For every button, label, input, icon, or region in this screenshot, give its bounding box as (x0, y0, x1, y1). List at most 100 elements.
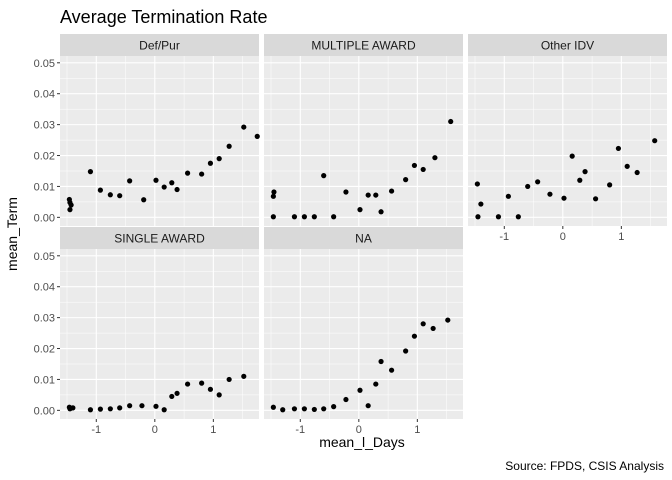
data-point (475, 214, 481, 220)
data-point (652, 138, 658, 144)
data-point (378, 358, 384, 365)
facet-strip (264, 227, 463, 249)
data-point (634, 169, 640, 176)
data-point (139, 403, 145, 409)
data-point (357, 387, 363, 393)
data-point (357, 207, 363, 213)
y-tick-label: 0.02 (34, 344, 55, 356)
facet-label: Def/Pur (139, 39, 180, 53)
data-point (592, 196, 599, 202)
x-tick-label: 0 (560, 231, 566, 243)
data-point (216, 392, 222, 398)
y-tick-label: 0.04 (34, 89, 55, 101)
facet-panel: NA -1 0 1 (264, 227, 463, 436)
facet-strip (60, 227, 259, 249)
data-point (97, 187, 103, 193)
x-tick-label: 0 (152, 424, 158, 436)
data-point (254, 133, 260, 139)
data-point (270, 193, 276, 199)
y-tick-label: 0.01 (34, 181, 55, 193)
data-point (331, 214, 337, 220)
data-point (291, 214, 298, 220)
data-point (87, 169, 94, 175)
data-point (411, 162, 418, 169)
panel-background (264, 249, 463, 419)
facet-strip (264, 34, 463, 56)
data-point (127, 403, 133, 409)
data-point (169, 180, 175, 186)
data-point (448, 118, 454, 125)
data-point (153, 177, 159, 183)
data-point (432, 155, 438, 161)
data-point (365, 192, 371, 198)
data-point (561, 195, 567, 201)
data-point (420, 166, 426, 173)
data-point (495, 214, 502, 220)
facet-label: Other IDV (541, 39, 594, 53)
data-point (199, 171, 205, 177)
data-point (624, 163, 630, 169)
data-point (67, 207, 73, 213)
data-point (430, 325, 436, 332)
data-point (207, 160, 214, 166)
y-axis-title: mean_Term (4, 197, 20, 271)
data-point (311, 406, 317, 413)
data-point (515, 214, 521, 220)
data-point (161, 184, 167, 190)
data-point (169, 393, 175, 400)
y-tick-label: 0.03 (34, 120, 55, 132)
chart-title: Average Termination Rate (60, 7, 267, 27)
facet-panel: Def/Pur 0.00 0.01 0.02 0.03 0.04 0.05 (34, 34, 260, 226)
data-point (271, 189, 277, 195)
data-point (420, 321, 426, 327)
data-point (547, 191, 553, 197)
panel-background (264, 56, 463, 226)
data-point (403, 348, 409, 354)
x-tick-label: 1 (414, 424, 420, 436)
facet-label: NA (355, 232, 372, 246)
y-tick-label: 0.05 (34, 251, 55, 263)
data-point (226, 376, 232, 383)
x-tick-label: -1 (295, 424, 305, 436)
data-point (216, 156, 222, 162)
x-axis-title: mean_l_Days (319, 434, 405, 450)
data-point (153, 403, 159, 409)
data-point (270, 404, 276, 410)
data-point (70, 405, 76, 411)
data-point (615, 145, 622, 152)
data-point (607, 182, 613, 188)
y-tick-label: 0.00 (34, 405, 55, 417)
x-tick-label: -1 (499, 231, 509, 243)
data-point (127, 178, 133, 184)
data-point (241, 373, 247, 379)
y-tick-label: 0.00 (34, 212, 55, 224)
data-point (161, 407, 167, 413)
data-point (478, 201, 484, 207)
data-point (184, 170, 191, 176)
y-tick-label: 0.02 (34, 151, 55, 163)
data-point (569, 153, 575, 159)
data-point (174, 186, 180, 193)
data-point (525, 183, 531, 190)
data-point (291, 406, 298, 412)
data-point (97, 406, 103, 412)
data-point (343, 189, 349, 195)
data-point (117, 193, 123, 199)
x-tick-label: -1 (91, 424, 101, 436)
data-point (107, 406, 113, 412)
facet-panel: SINGLE AWARD 0.00 0.01 0.02 0.03 0.04 0.05 -1 0 1 (34, 227, 259, 436)
data-point (378, 209, 384, 215)
data-point (321, 406, 327, 412)
data-point (241, 124, 247, 130)
facet-panel: Other IDV -1 0 1 (468, 34, 667, 243)
panel-background (60, 56, 259, 226)
data-point (87, 407, 94, 413)
data-point (388, 188, 395, 194)
data-point (199, 380, 205, 386)
data-point (331, 404, 337, 410)
x-tick-label: 1 (618, 231, 624, 243)
data-point (343, 396, 349, 403)
data-point (311, 214, 317, 220)
data-point (226, 143, 232, 149)
